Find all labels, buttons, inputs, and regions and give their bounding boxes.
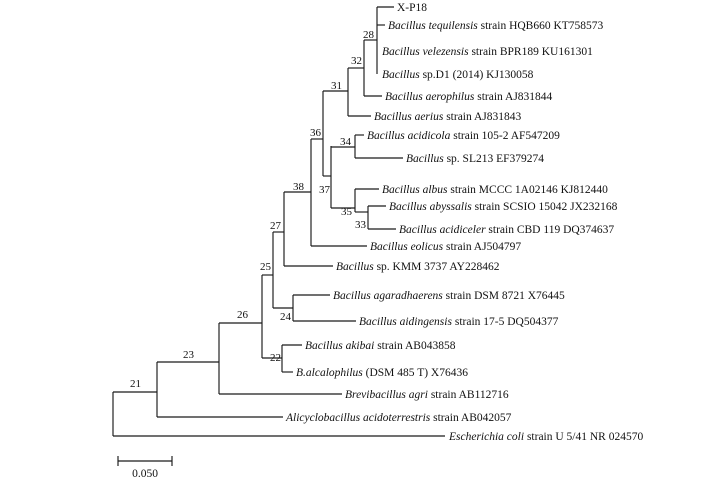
leaf-label: Alicyclobacillus acidoterrestris strain …	[285, 412, 512, 424]
leaf-label-species: Alicyclobacillus acidoterrestris	[285, 412, 431, 424]
leaf-label-strain: strain AB112716	[428, 389, 509, 401]
leaf-label-strain: strain AJ504797	[443, 241, 521, 253]
bootstrap-label: 26	[237, 309, 249, 321]
leaf-label: Bacillus abyssalis strain SCSIO 15042 JX…	[389, 201, 618, 213]
scale-bar-group: 0.050	[117, 456, 173, 480]
leaf-label-strain: strain BPR189 KU161301	[469, 46, 594, 58]
leaf-label-species: Bacillus velezensis	[382, 46, 469, 58]
leaf-label-strain: sp.D1 (2014) KJ130058	[420, 69, 534, 81]
bootstrap-label: 38	[293, 181, 305, 193]
bootstrap-label: 28	[363, 29, 375, 41]
leaf-label: Bacillus aerophilus strain AJ831844	[385, 91, 553, 103]
leaf-label-species: Bacillus abyssalis	[389, 201, 472, 213]
leaf-label-species: Bacillus aerius	[374, 111, 444, 123]
leaf-label-species: Brevibacillus agri	[345, 389, 428, 401]
leaf-label-species: Bacillus acidiceler	[399, 224, 486, 236]
leaf-label-strain: strain MCCC 1A02146 KJ812440	[448, 184, 609, 196]
leaf-label-strain: strain AB042057	[430, 412, 511, 424]
leaf-label-species: B.alcalophilus	[296, 367, 363, 379]
leaf-label-strain: strain U 5/41 NR 024570	[524, 431, 643, 443]
branch-lines-group	[112, 6, 445, 437]
bootstrap-label: 37	[319, 184, 331, 196]
leaf-label-species: Bacillus agaradhaerens	[333, 290, 443, 302]
leaf-label: Brevibacillus agri strain AB112716	[345, 389, 509, 401]
leaf-label: Bacillus aidingensis strain 17-5 DQ50437…	[359, 316, 559, 328]
leaf-label: Bacillus velezensis strain BPR189 KU1613…	[382, 46, 593, 58]
leaf-label: Bacillus agaradhaerens strain DSM 8721 X…	[333, 290, 565, 302]
leaf-label: Bacillus acidiceler strain CBD 119 DQ374…	[399, 224, 614, 236]
leaf-label-strain: (DSM 485 T) X76436	[363, 367, 468, 379]
leaf-label-species: Bacillus akibai	[305, 340, 374, 352]
leaf-label: Bacillus eolicus strain AJ504797	[370, 241, 521, 253]
leaf-label-species: Bacillus	[406, 153, 444, 165]
leaf-label-strain: strain CBD 119 DQ374637	[486, 224, 615, 236]
bootstrap-label: 25	[260, 261, 272, 273]
leaf-label: Bacillus acidicola strain 105-2 AF547209	[367, 130, 560, 142]
leaf-label: Bacillus sp. KMM 3737 AY228462	[336, 261, 500, 273]
bootstrap-label: 32	[351, 55, 362, 67]
bootstrap-label: 23	[183, 349, 195, 361]
bootstrap-label: 22	[270, 352, 281, 364]
leaf-label: Bacillus tequilensis strain HQB660 KT758…	[388, 20, 604, 32]
leaf-label-strain: strain DSM 8721 X76445	[443, 290, 565, 302]
leaf-label-species: Escherichia coli	[448, 431, 524, 443]
leaf-label-species: Bacillus tequilensis	[388, 20, 478, 32]
leaf-label: Bacillus sp.D1 (2014) KJ130058	[382, 69, 534, 81]
leaf-label-species: Bacillus albus	[382, 184, 448, 196]
leaf-label-strain: strain 17-5 DQ504377	[452, 316, 559, 328]
leaf-label-species: Bacillus eolicus	[370, 241, 444, 253]
leaf-label: Escherichia coli strain U 5/41 NR 024570	[448, 431, 643, 443]
leaf-label: X-P18	[397, 2, 427, 14]
leaf-label: Bacillus albus strain MCCC 1A02146 KJ812…	[382, 184, 608, 196]
leaf-label-species: Bacillus	[336, 261, 374, 273]
bootstrap-label: 34	[340, 136, 352, 148]
bootstrap-label: 27	[270, 220, 282, 232]
leaf-label-strain: strain AB043858	[374, 340, 455, 352]
bootstrap-label: 24	[280, 311, 292, 323]
leaf-label-strain: X-P18	[397, 2, 427, 14]
leaf-label: Bacillus sp. SL213 EF379274	[406, 153, 544, 165]
leaf-label-strain: strain HQB660 KT758573	[478, 20, 604, 32]
leaf-label-species: Bacillus	[382, 69, 420, 81]
leaf-label: Bacillus aerius strain AJ831843	[374, 111, 522, 123]
bootstrap-label: 36	[310, 127, 322, 139]
leaf-label-species: Bacillus acidicola	[367, 130, 451, 142]
leaf-label-species: Bacillus aerophilus	[385, 91, 475, 103]
bootstrap-label: 21	[130, 378, 141, 390]
bootstrap-label: 31	[331, 80, 342, 92]
leaf-label-strain: strain AJ831843	[443, 111, 521, 123]
leaf-label-strain: sp. KMM 3737 AY228462	[374, 261, 500, 273]
leaf-label-strain: strain SCSIO 15042 JX232168	[472, 201, 618, 213]
bootstrap-label: 35	[341, 206, 353, 218]
leaf-label-species: Bacillus aidingensis	[359, 316, 452, 328]
scale-bar-label: 0.050	[132, 468, 158, 480]
leaf-label: B.alcalophilus (DSM 485 T) X76436	[296, 367, 468, 379]
leaf-label-strain: sp. SL213 EF379274	[444, 153, 545, 165]
leaf-label-strain: strain AJ831844	[474, 91, 552, 103]
bootstrap-label: 33	[355, 219, 367, 231]
leaf-label: Bacillus akibai strain AB043858	[305, 340, 456, 352]
leaf-label-strain: strain 105-2 AF547209	[450, 130, 560, 142]
